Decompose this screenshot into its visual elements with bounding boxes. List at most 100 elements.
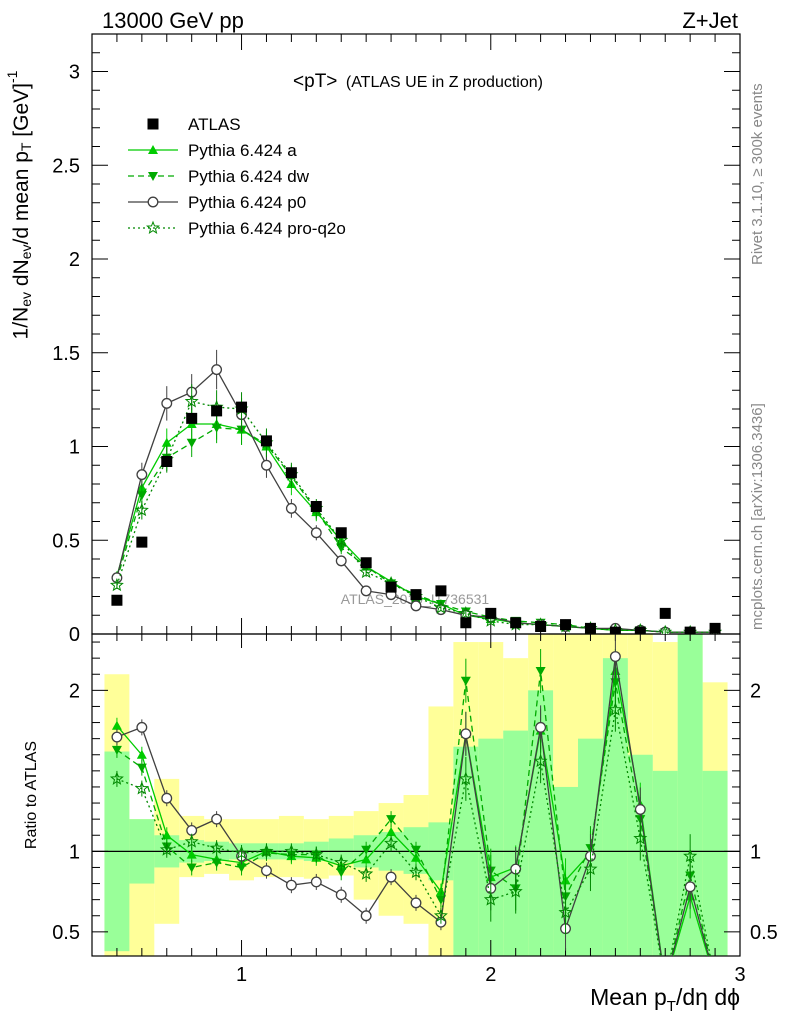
series-0-ratio-point	[710, 975, 720, 984]
series-2-point	[310, 527, 322, 539]
series-3-ratio-point	[458, 771, 473, 785]
series-1-ratio-point	[136, 763, 147, 773]
series-1-point	[336, 543, 347, 553]
legend-marker-1	[148, 145, 158, 154]
y-tick-label: 2.5	[52, 155, 80, 177]
series-1-ratio-point	[460, 676, 471, 686]
series-2-ratio-point	[111, 731, 123, 743]
ratio-tick-label: 1	[69, 841, 80, 863]
series-1-point	[211, 423, 222, 433]
series-3-ratio-point	[134, 781, 149, 795]
series-3-ratio-point	[259, 844, 274, 858]
atlas-data-point	[634, 626, 646, 634]
series-3-ratio-point	[109, 771, 124, 785]
series-3-point	[334, 532, 349, 547]
series-3-ratio-point	[608, 702, 623, 716]
series-3-ratio-point	[234, 845, 249, 859]
legend: ATLAS Pythia 6.424 a Pythia 6.424 dw Pythia…	[128, 115, 346, 238]
series-3-ratio-point	[483, 892, 498, 906]
series-2-ratio-point	[684, 881, 696, 893]
atlas-data-point	[161, 456, 173, 467]
series-1-ratio-point	[111, 745, 122, 755]
ratio-tick-label-right: 1	[750, 841, 761, 863]
series-2-ratio-point	[535, 721, 547, 733]
legend-label-0: ATLAS	[188, 115, 241, 134]
series-3-point	[134, 502, 149, 517]
legend-marker-0	[147, 118, 159, 130]
atlas-data-point	[211, 405, 223, 417]
y-axis-title: 1/Nev dNev/d mean pT [GeV]-1	[4, 70, 34, 339]
series-2-ratio-point	[609, 651, 621, 662]
atlas-data-point	[111, 594, 123, 606]
series-3-point	[184, 394, 199, 408]
series-0-ratio-point	[435, 886, 446, 896]
ratio-band-stat	[702, 770, 728, 956]
ratio-tick-label: 2	[69, 680, 80, 702]
atlas-data-point	[385, 581, 397, 593]
atlas-data-point	[360, 557, 372, 569]
legend-label-4: Pythia 6.424 pro-q2o	[188, 219, 346, 238]
series-3-point	[483, 613, 498, 627]
series-3-ratio-point	[209, 840, 224, 855]
series-3-point	[658, 624, 673, 634]
legend-marker-3	[147, 196, 159, 208]
header-right: Z+Jet	[682, 8, 738, 33]
atlas-data-point	[709, 622, 721, 634]
y-tick-label: 1.5	[52, 343, 80, 365]
atlas-data-point	[236, 401, 248, 413]
series-3-ratio-point	[359, 866, 374, 880]
series-3-ratio-point	[508, 884, 523, 898]
series-1-ratio-point	[186, 863, 197, 873]
series-2-ratio-point	[460, 728, 472, 740]
legend-label-2: Pythia 6.424 dw	[188, 167, 310, 186]
series-2-ratio-point	[335, 889, 347, 901]
ratio-tick-label-right: 0.5	[750, 922, 778, 944]
series-2-ratio-point	[310, 876, 322, 888]
atlas-data-point	[510, 617, 522, 629]
series-2-ratio-point	[136, 721, 148, 733]
series-3-ratio-point	[284, 844, 299, 858]
series-2-point	[335, 555, 347, 567]
atlas-data-point	[485, 607, 497, 619]
atlas-data-point	[684, 626, 696, 634]
series-0-ratio-point	[361, 854, 372, 864]
series-3-point	[458, 606, 473, 620]
series-2-ratio-point	[211, 813, 223, 825]
atlas-data-point	[609, 626, 621, 634]
series-3-ratio-point	[159, 842, 174, 856]
x-tick-label: 2	[485, 964, 496, 986]
series-0-point	[161, 437, 172, 447]
atlas-data-point	[535, 621, 547, 632]
series-3-ratio-point	[633, 831, 648, 845]
atlas-data-point	[310, 501, 322, 512]
legend-label-3: Pythia 6.424 p0	[188, 193, 306, 212]
atlas-data-point	[186, 412, 198, 424]
atlas-data-point	[560, 619, 572, 631]
series-0-ratio-point	[386, 827, 397, 837]
series-2-point	[285, 502, 297, 514]
series-2-ratio-point	[410, 897, 422, 909]
series-0-ratio-point	[186, 849, 197, 859]
series-3-point	[433, 600, 448, 614]
series-3-ratio-point	[683, 848, 698, 863]
series-1-ratio-point	[386, 815, 397, 825]
series-2-ratio-point	[161, 792, 173, 804]
series-2-point	[211, 364, 223, 376]
series-2-point	[410, 600, 422, 612]
series-0-ratio-point	[136, 749, 147, 759]
atlas-data-point	[410, 589, 422, 601]
series-1-ratio-point	[411, 845, 421, 855]
header-left: 13000 GeV pp	[102, 8, 244, 33]
series-3-ratio-point	[309, 847, 324, 861]
legend-label-1: Pythia 6.424 a	[188, 141, 297, 160]
series-2-ratio-point	[261, 865, 272, 877]
chart-title: <pT> (ATLAS UE in Z production)	[293, 71, 543, 92]
atlas-data-point	[584, 622, 596, 634]
series-1-ratio-point	[435, 895, 446, 905]
series-1-ratio-point	[236, 863, 247, 873]
series-2-ratio-point	[634, 804, 646, 815]
series-1-ratio-point	[361, 845, 372, 855]
rivet-version-label: Rivet 3.1.10, ≥ 300k events	[749, 83, 766, 265]
atlas-data-point	[285, 467, 297, 479]
series-2-ratio-point	[285, 879, 297, 891]
